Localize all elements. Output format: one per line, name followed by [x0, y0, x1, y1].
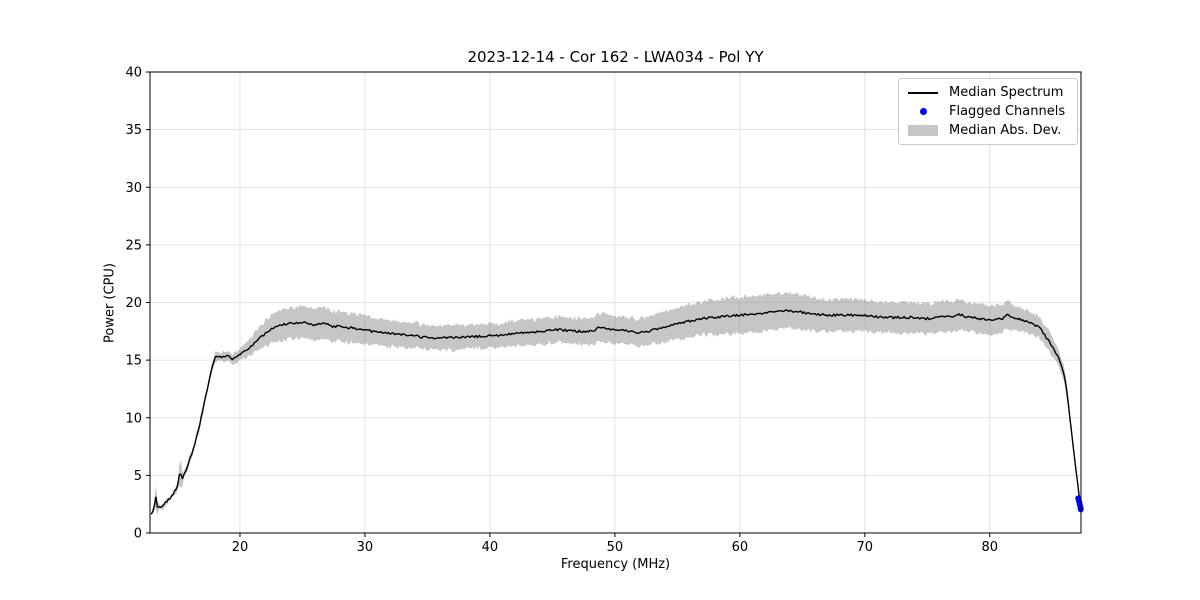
svg-text:15: 15 — [125, 354, 142, 369]
svg-text:20: 20 — [125, 296, 142, 311]
legend-label: Median Spectrum — [949, 85, 1064, 100]
legend-label: Flagged Channels — [949, 104, 1066, 119]
flagged-channels-dot-icon — [907, 108, 939, 115]
svg-text:70: 70 — [857, 540, 874, 555]
svg-text:60: 60 — [732, 540, 749, 555]
legend-item-mad-band: Median Abs. Dev. — [899, 121, 1077, 140]
svg-text:35: 35 — [125, 123, 142, 138]
svg-text:10: 10 — [125, 411, 142, 426]
svg-text:40: 40 — [482, 540, 499, 555]
chart-title: 2023-12-14 - Cor 162 - LWA034 - Pol YY — [467, 48, 764, 66]
svg-text:40: 40 — [125, 66, 142, 81]
svg-text:80: 80 — [982, 540, 999, 555]
mad-band-swatch-icon — [907, 125, 939, 136]
svg-text:25: 25 — [125, 238, 142, 253]
svg-text:20: 20 — [232, 540, 249, 555]
y-axis-label: Power (CPU) — [102, 262, 118, 344]
svg-text:50: 50 — [607, 540, 624, 555]
median-spectrum-line-icon — [907, 91, 939, 94]
legend-item-flagged-channels: Flagged Channels — [899, 102, 1077, 121]
x-axis-label: Frequency (MHz) — [560, 557, 671, 572]
legend-item-median-spectrum: Median Spectrum — [899, 83, 1077, 102]
legend-label: Median Abs. Dev. — [949, 123, 1062, 138]
legend: Median Spectrum Flagged Channels Median … — [898, 78, 1078, 145]
svg-text:5: 5 — [134, 469, 142, 484]
svg-text:0: 0 — [134, 527, 142, 542]
svg-text:30: 30 — [357, 540, 374, 555]
svg-text:30: 30 — [125, 181, 142, 196]
